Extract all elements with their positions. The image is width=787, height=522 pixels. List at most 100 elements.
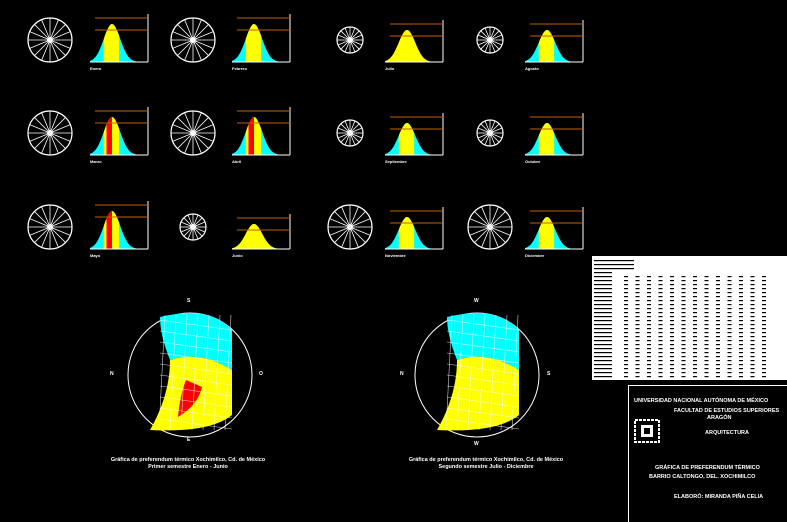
month-grid-line [478, 314, 486, 431]
table-cell [739, 308, 743, 310]
wind-rose-spoke [49, 206, 59, 228]
wind-rose-center [190, 37, 196, 43]
table-cell [670, 292, 674, 294]
table-cell [693, 292, 697, 294]
table-cell [739, 288, 743, 290]
table-cell [647, 296, 651, 298]
month-label: Julio [385, 66, 395, 71]
month-panel [327, 204, 444, 250]
month-panel [336, 20, 444, 63]
table-cell [750, 328, 755, 330]
hour-grid-line [446, 341, 520, 353]
table-cell [704, 280, 709, 282]
wind-rose-spoke [177, 39, 194, 56]
hour-grid-line [159, 341, 233, 353]
compass-left-2: N [400, 371, 404, 377]
wind-rose-spoke [192, 39, 214, 49]
table-cell [658, 332, 663, 334]
campus-name: ARAGÓN [707, 415, 732, 421]
hour-grid-line [446, 330, 520, 342]
table-cell [681, 368, 686, 370]
month-grid-line [467, 314, 475, 431]
table-cell [739, 352, 743, 354]
table-cell [704, 304, 709, 306]
wind-rose-spoke [349, 206, 359, 228]
table-cell [670, 376, 674, 378]
table-cell [693, 288, 697, 290]
table-cell [624, 336, 628, 338]
drawing-title-2: BARRIO CALTONGO, DEL. XOCHIMILCO [649, 474, 756, 480]
table-cell [693, 336, 697, 338]
table-cell [762, 312, 766, 314]
table-cell [762, 316, 766, 318]
wind-rose-spoke [177, 24, 194, 41]
table-cell [716, 308, 720, 310]
table-cell [739, 344, 743, 346]
table-cell [681, 320, 686, 322]
wind-rose-center [347, 130, 353, 136]
table-cell [658, 368, 663, 370]
table-cell [658, 276, 663, 278]
hour-grid-line [159, 330, 233, 342]
wind-rose-spoke [34, 211, 51, 228]
wind-rose-spoke [41, 226, 51, 248]
table-row-label [594, 328, 612, 330]
table-cell [681, 364, 686, 366]
month-grid-line [224, 314, 232, 431]
wind-rose-spoke [49, 39, 59, 61]
comfort-zone-band [245, 24, 262, 62]
comfort-zone-band [103, 24, 120, 62]
table-cell [739, 376, 743, 378]
month-label: Abril [232, 159, 242, 164]
wind-rose-spoke [34, 24, 51, 41]
table-cell [681, 324, 686, 326]
table-cell [670, 344, 674, 346]
table-cell [647, 356, 651, 358]
month-label: Enero [90, 66, 102, 71]
table-row-label [594, 376, 612, 378]
table-cell [762, 320, 766, 322]
table-cell [727, 368, 732, 370]
table-cell [693, 348, 697, 350]
table-cell [739, 276, 743, 278]
hour-grid-line [159, 396, 233, 408]
table-cell [647, 348, 651, 350]
month-label: Marzo [90, 159, 102, 164]
wind-rose-spoke [489, 218, 511, 228]
wind-rose-center [190, 224, 196, 230]
caption-line-2: Primer semestre Enero - Junio [148, 464, 228, 470]
wind-rose-spoke [474, 211, 491, 228]
wind-rose-spoke [334, 211, 351, 228]
table-cell [658, 296, 663, 298]
table-cell [670, 284, 674, 286]
table-cell [716, 312, 720, 314]
table-cell [716, 332, 720, 334]
wind-rose-center [487, 37, 493, 43]
table-cell [716, 324, 720, 326]
table-cell [704, 344, 709, 346]
table-cell [704, 288, 709, 290]
month-panel [170, 107, 291, 156]
hour-grid-line [159, 319, 233, 331]
table-cell [693, 280, 697, 282]
table-cell [750, 344, 755, 346]
table-cell [658, 284, 663, 286]
table-cell [739, 360, 743, 362]
month-grid-line [511, 314, 519, 431]
month-panel [336, 113, 444, 156]
hour-grid-line [446, 407, 520, 419]
table-cell [635, 356, 640, 358]
table-cell [670, 316, 674, 318]
table-cell [716, 336, 720, 338]
month-label: Septiembre [385, 159, 407, 164]
wind-rose-spoke [192, 39, 202, 61]
table-row-label [594, 308, 612, 310]
table-cell [704, 372, 709, 374]
table-cell [739, 372, 743, 374]
month-panel [27, 14, 149, 63]
table-cell [693, 376, 697, 378]
wind-rose-spoke [481, 206, 491, 228]
table-cell [647, 324, 651, 326]
table-cell [727, 372, 732, 374]
table-cell [670, 308, 674, 310]
